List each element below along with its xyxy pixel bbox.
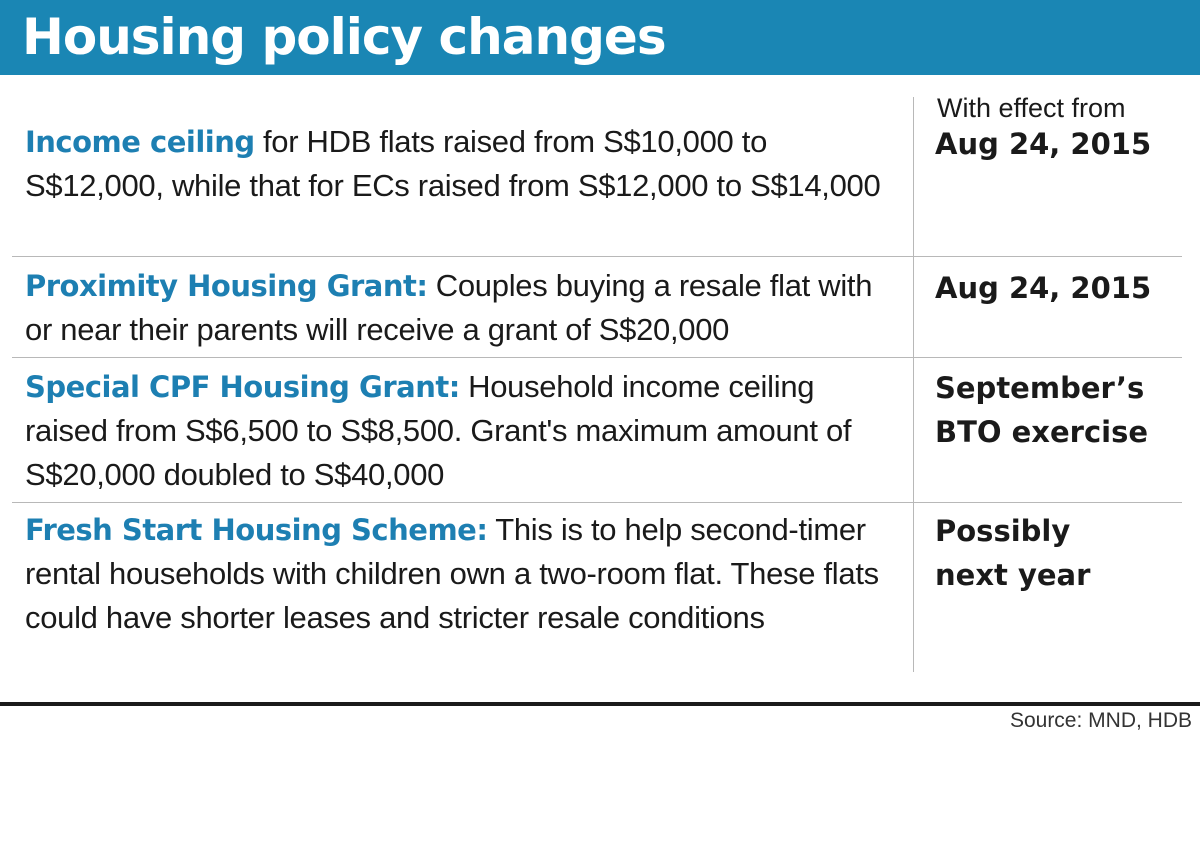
column-header-effective: With effect from xyxy=(937,93,1126,123)
policy-row-proximity-grant: Proximity Housing Grant: Couples buying … xyxy=(25,264,905,352)
row-divider xyxy=(12,357,1182,358)
policy-effective-date: Aug 24, 2015 xyxy=(935,271,1152,305)
policy-effective-date: September’s BTO exercise xyxy=(935,371,1149,449)
row-divider xyxy=(12,256,1182,257)
title-banner: Housing policy changes xyxy=(0,0,1200,75)
policy-term: Proximity Housing Grant: xyxy=(25,269,428,303)
policy-row-special-cpf-grant: Special CPF Housing Grant: Household inc… xyxy=(25,365,905,497)
bottom-rule xyxy=(0,702,1200,706)
policy-description: Household income ceiling raised from S$6… xyxy=(25,369,852,492)
policy-row-income-ceiling: Income ceiling for HDB flats raised from… xyxy=(25,120,905,208)
policy-term: Fresh Start Housing Scheme: xyxy=(25,513,488,547)
policy-term: Income ceiling xyxy=(25,125,255,159)
page-title: Housing policy changes xyxy=(22,8,667,66)
policy-effective-date: Possibly next year xyxy=(935,514,1091,592)
policy-description: for HDB flats raised from S$10,000 to S$… xyxy=(25,124,881,203)
policy-term: Special CPF Housing Grant: xyxy=(25,370,460,404)
policy-effective-date: Aug 24, 2015 xyxy=(935,127,1152,161)
column-divider xyxy=(913,97,914,672)
source-note: Source: MND, HDB xyxy=(1009,709,1192,732)
row-divider xyxy=(12,502,1182,503)
policy-row-fresh-start-scheme: Fresh Start Housing Scheme: This is to h… xyxy=(25,508,905,640)
policy-description: Couples buying a resale flat with or nea… xyxy=(25,268,873,347)
policy-description: This is to help second-timer rental hous… xyxy=(25,512,879,635)
